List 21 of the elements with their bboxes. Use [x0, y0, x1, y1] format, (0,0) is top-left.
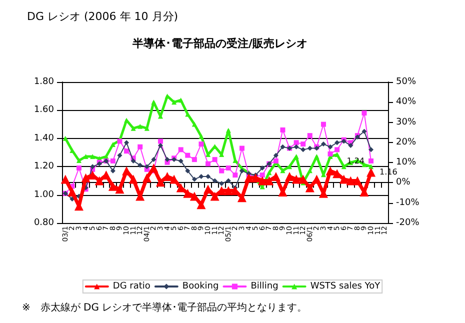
y2-tick-label: 50% [396, 77, 416, 87]
chart-subtitle: 半導体･電子部品の受注/販売レシオ [131, 37, 308, 50]
y2-tick-label: 40% [396, 97, 416, 108]
y-tick-label: 1.20 [34, 162, 54, 172]
legend-label: Booking [182, 282, 219, 292]
y2-tick-label: 30% [396, 117, 416, 128]
y-tick-label: 1.00 [34, 190, 54, 200]
legend-label: WSTS sales YoY [310, 282, 381, 292]
y-tick-label: 1.80 [34, 77, 54, 87]
y-tick-label: 0.80 [34, 218, 54, 228]
legend-label: Billing [250, 282, 278, 292]
y2-tick-label: -10% [396, 198, 420, 208]
y2-tick-label: -20% [396, 218, 420, 228]
y2-tick-label: 20% [396, 137, 416, 148]
legend-label: DG ratio [112, 282, 151, 292]
y-tick-label: 1.40 [34, 133, 54, 144]
chart-title: DG レシオ (2006 年 10 月分) [27, 10, 178, 23]
text: ※ 赤太線が DG レシオで半導体･電子部品の平均となります。 [22, 302, 308, 314]
y-tick-label: 1.60 [34, 105, 54, 116]
y2-tick-label: 10% [396, 158, 416, 168]
y2-tick-label: 0% [396, 178, 411, 188]
